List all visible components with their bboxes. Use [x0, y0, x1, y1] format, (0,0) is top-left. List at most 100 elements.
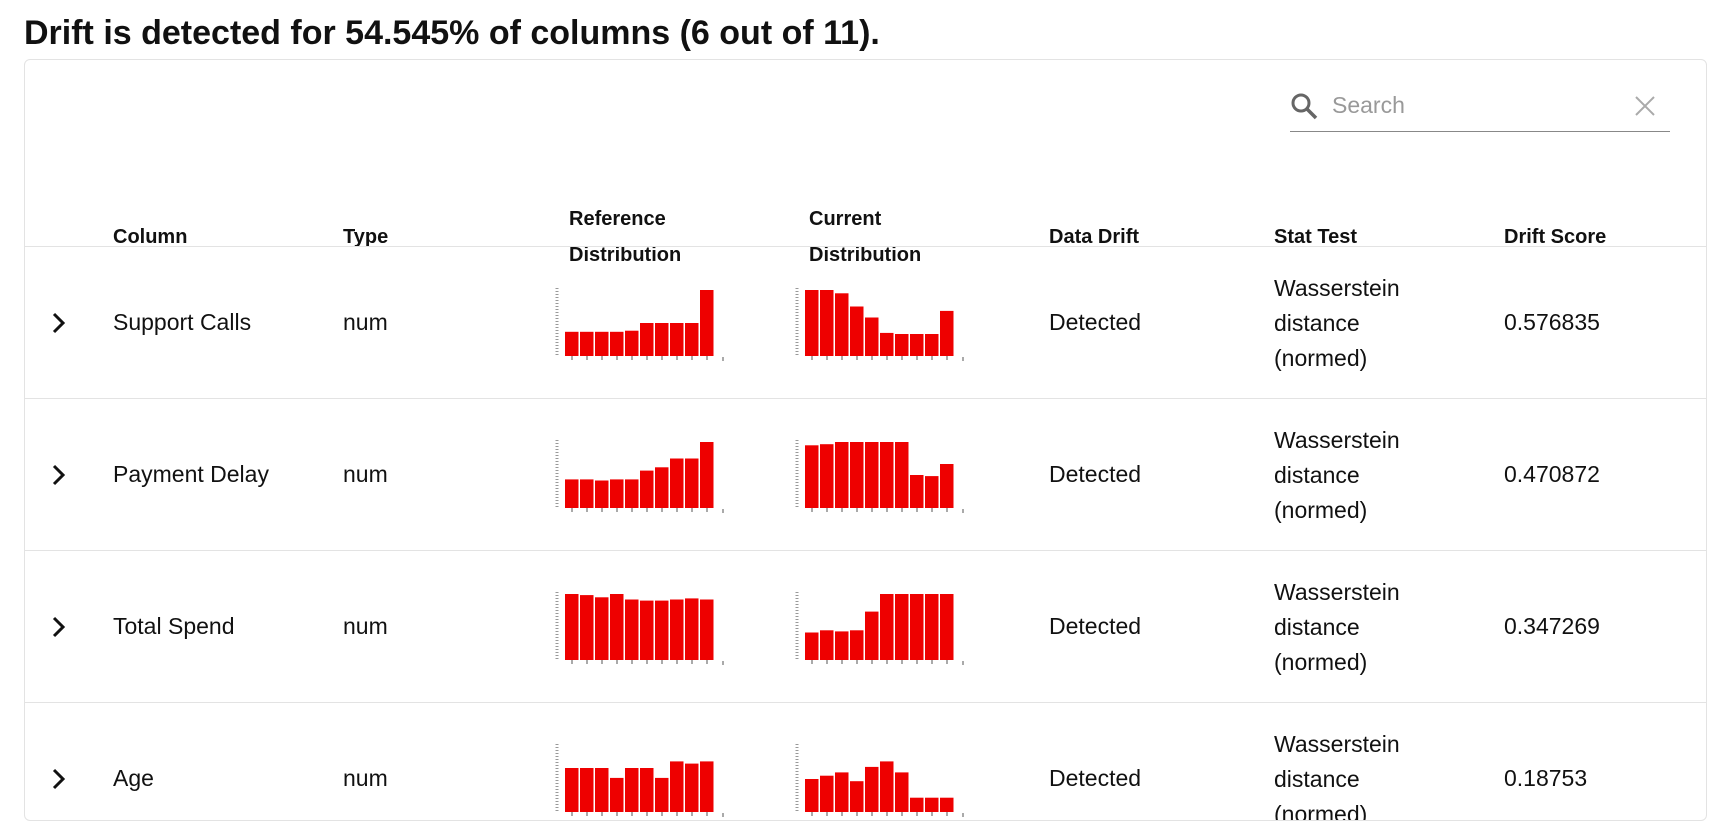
bar [670, 599, 684, 660]
table-row: Age num Detected Wasserstein distance (norm… [25, 702, 1706, 821]
bar [835, 772, 849, 812]
bar [700, 442, 714, 508]
bar [700, 599, 714, 660]
column-header: Reference Distribution [569, 208, 682, 266]
bar [865, 317, 879, 356]
bar [880, 594, 894, 660]
bar [640, 323, 654, 356]
histogram [555, 288, 724, 361]
stat-test: Wasserstein distance (normed) [1274, 579, 1400, 675]
bar [940, 464, 954, 508]
bar [580, 768, 594, 812]
column-header: Stat Test [1274, 226, 1357, 248]
search-icon [1291, 93, 1318, 120]
stat-test: Wasserstein distance (normed) [1274, 427, 1400, 523]
drift-score: 0.347269 [1504, 613, 1600, 639]
bar [625, 330, 639, 356]
search-underline [1290, 130, 1670, 132]
bar [610, 777, 624, 812]
column-header: Data Drift [1049, 226, 1140, 248]
bar [685, 323, 699, 356]
column-name: Total Spend [113, 613, 235, 639]
bar [670, 458, 684, 508]
bar [595, 597, 609, 660]
data-drift: Detected [1049, 765, 1142, 791]
bar [925, 334, 939, 356]
bar [565, 331, 579, 356]
bar [895, 772, 909, 812]
bar [625, 768, 639, 812]
table-row: Total Spend num Detected Wasserstein distan… [25, 550, 1706, 703]
bar [910, 334, 924, 356]
bar [895, 594, 909, 660]
bar [925, 594, 939, 660]
bar [580, 595, 594, 660]
bar [655, 777, 669, 812]
bar [700, 290, 714, 356]
bar [595, 480, 609, 508]
bar [685, 598, 699, 660]
column-type: num [343, 765, 388, 791]
bar [610, 479, 624, 508]
bar [865, 611, 879, 660]
bar [850, 781, 864, 812]
bar [880, 761, 894, 812]
bar [700, 761, 714, 812]
bar [610, 594, 624, 660]
table-row: Support Calls num Detected Wasserstein dist… [25, 246, 1706, 399]
bar [895, 442, 909, 508]
bar [895, 334, 909, 356]
clear-search[interactable] [1633, 94, 1657, 118]
column-type: num [343, 613, 388, 639]
bar [670, 323, 684, 356]
column-type: num [343, 461, 388, 487]
drift-score: 0.576835 [1504, 309, 1600, 335]
histogram [555, 744, 724, 817]
bar [580, 479, 594, 508]
bar [565, 594, 579, 660]
bar [565, 768, 579, 812]
bar [835, 631, 849, 660]
bar [640, 470, 654, 508]
bar [820, 290, 834, 356]
bar [655, 600, 669, 660]
histogram [795, 288, 964, 361]
drift-score: 0.470872 [1504, 461, 1600, 487]
bar [805, 445, 819, 508]
bar [910, 797, 924, 812]
column-type: num [343, 309, 388, 335]
expand-toggle[interactable] [49, 311, 69, 335]
bar [640, 600, 654, 660]
column-header: Type [343, 226, 389, 248]
bar [940, 594, 954, 660]
bar [565, 479, 579, 508]
bar [940, 310, 954, 356]
bar [865, 766, 879, 812]
histogram [795, 592, 964, 665]
stat-test: Wasserstein distance (normed) [1274, 275, 1400, 371]
bar [610, 331, 624, 356]
expand-toggle[interactable] [49, 615, 69, 639]
bar [850, 306, 864, 356]
bar [925, 797, 939, 812]
bar [805, 290, 819, 356]
expand-toggle[interactable] [49, 463, 69, 487]
stat-test: Wasserstein distance (normed) [1274, 731, 1400, 821]
bar [580, 331, 594, 356]
bar [655, 323, 669, 356]
bar [880, 332, 894, 356]
expand-toggle[interactable] [49, 767, 69, 791]
bar [835, 293, 849, 356]
bar [655, 467, 669, 508]
histogram [555, 592, 724, 665]
bar [625, 599, 639, 660]
bar [820, 630, 834, 660]
bar [670, 761, 684, 812]
bar [805, 632, 819, 660]
search-input[interactable]: Search [1332, 92, 1405, 118]
column-header: Current Distribution [809, 208, 922, 266]
histogram [795, 440, 964, 513]
title: Drift is detected for 54.545% of columns… [24, 14, 880, 52]
column-header: Column [113, 226, 188, 248]
drift-score: 0.18753 [1504, 765, 1588, 791]
